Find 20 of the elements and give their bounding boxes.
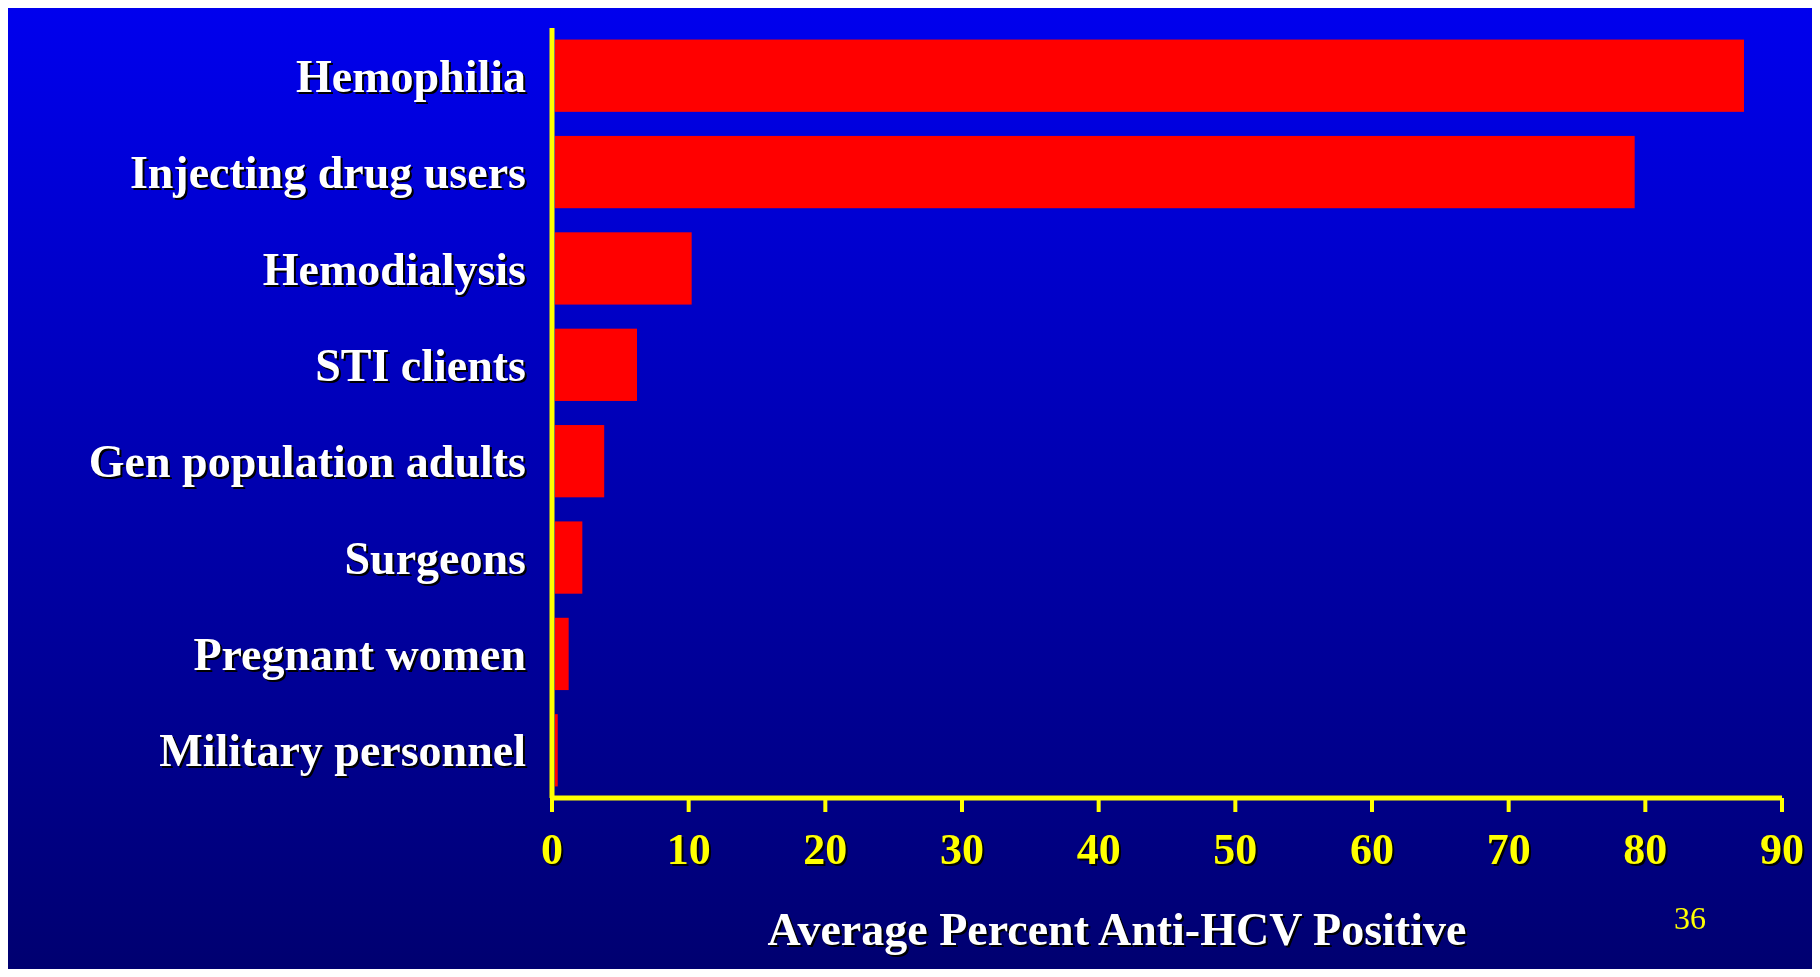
x-tick-label: 40	[1076, 825, 1121, 874]
x-tick-label: 60	[1350, 825, 1394, 874]
x-tick-label: 0	[541, 825, 563, 874]
y-tick-label: STI clients	[315, 339, 526, 391]
y-tick-label: Gen population adults	[88, 436, 526, 488]
y-tick-label: Hemophilia	[295, 50, 526, 102]
x-tick-label: 50	[1213, 825, 1258, 874]
x-tick-label: 30	[940, 825, 984, 874]
x-axis-title: Average Percent Anti-HCV Positive	[767, 904, 1467, 955]
text: 36	[1674, 900, 1706, 936]
x-tick-label: 80	[1623, 825, 1668, 874]
x-tick-label: 20	[803, 825, 848, 874]
y-tick-label: Pregnant women	[193, 629, 526, 681]
x-tick-label: 70	[1486, 825, 1531, 874]
x-tick-label: 90	[1760, 825, 1804, 874]
y-tick-label: Hemodialysis	[262, 243, 526, 295]
y-tick-label: Surgeons	[344, 532, 526, 584]
x-tick-label: 10	[666, 825, 711, 874]
y-tick-label: Military personnel	[159, 725, 526, 777]
y-tick-label: Injecting drug users	[129, 147, 526, 199]
